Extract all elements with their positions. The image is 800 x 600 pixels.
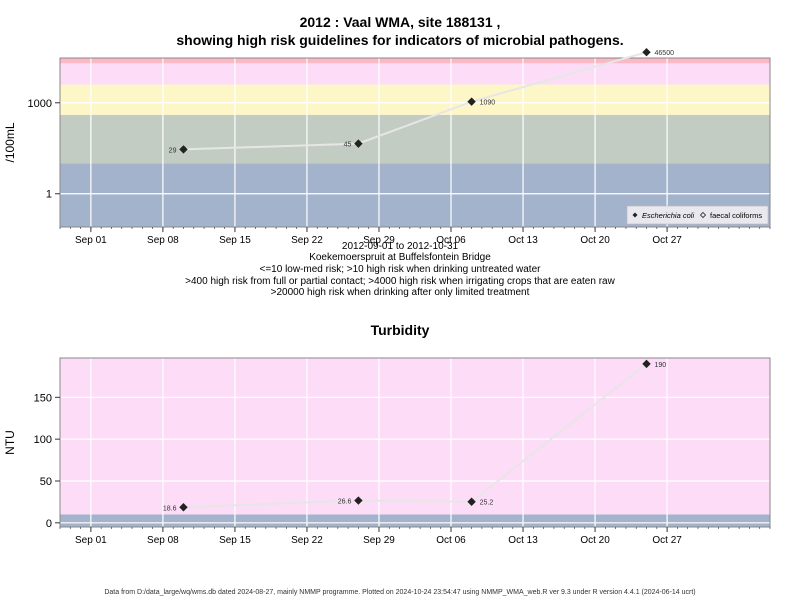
chart2-x-tick-label: Oct 20 [580, 535, 610, 546]
chart2-x-tick-label: Sep 22 [291, 535, 323, 546]
caption-line-5: >20000 high risk when drinking after onl… [270, 287, 530, 298]
chart1-x-tick-label: Oct 06 [436, 235, 466, 246]
chart1-y-tick-label: 1000 [28, 98, 52, 110]
chart2-risk-band [60, 514, 770, 527]
chart2-data-label: 18.6 [163, 505, 177, 512]
chart1-y-tick-label: 1 [46, 189, 52, 201]
chart2-series-line [183, 363, 648, 509]
chart1-title: 2012 : Vaal WMA, site 188131 , [299, 14, 501, 30]
chart2-x-tick-label: Sep 29 [363, 535, 395, 546]
chart2-data-label: 190 [655, 362, 667, 369]
chart2-x-tick-label: Sep 15 [219, 535, 251, 546]
chart1-plot-frame [59, 57, 771, 228]
caption-line-1: 2012-09-01 to 2012-10-31 [341, 241, 459, 252]
chart1-data-label: 1090 [480, 100, 496, 107]
chart1-x-tick-label: Oct 20 [580, 235, 610, 246]
pathogen-chart: Sep 01 Sep 08 Sep 15 Sep 22 Sep 29 Oct 06 Oct … [3, 48, 771, 246]
caption-line-4: >400 high risk from full or partial cont… [185, 276, 615, 287]
chart2-y-tick-label: 0 [46, 518, 52, 530]
chart2-data-point [467, 497, 476, 506]
legend-marker-ecoli [632, 212, 638, 218]
chart2-x-tick-label: Oct 27 [652, 535, 682, 546]
legend-label-ecoli: Escherichia coli [642, 211, 694, 220]
chart2-y-tick-label: 50 [40, 476, 52, 488]
legend-label-faecal: faecal coliforms [710, 211, 762, 220]
footer-note: Data from D:/data_large/wq/wms.db dated … [104, 589, 696, 596]
chart2-data-label: 26.6 [338, 499, 352, 506]
chart1-data-point [642, 48, 651, 57]
chart1-subtitle: showing high risk guidelines for indicat… [176, 32, 624, 48]
chart2-x-tick-label: Sep 01 [75, 535, 107, 546]
chart1-x-tick-label: Sep 01 [75, 235, 107, 246]
chart2-plot-frame [59, 357, 771, 528]
chart2-y-tick-label: 150 [34, 392, 52, 404]
chart2-data-label: 25.2 [480, 500, 494, 507]
chart1-data-point [354, 139, 363, 148]
chart1-data-label: 45 [344, 142, 352, 149]
chart1-x-tick-label: Oct 27 [652, 235, 682, 246]
chart2-y-axis-label: NTU [3, 430, 17, 455]
chart2-x-tick-label: Oct 06 [436, 535, 466, 546]
chart1-x-tick-label: Sep 22 [291, 235, 323, 246]
chart1-series-line [183, 51, 647, 151]
chart2-risk-band [60, 358, 770, 515]
chart1-data-point [467, 97, 476, 106]
chart1-risk-band [60, 63, 770, 85]
chart2-title: Turbidity [370, 322, 430, 338]
chart1-y-axis-label: /100mL [3, 122, 17, 162]
chart2-x-tick-label: Sep 08 [147, 535, 179, 546]
chart1-risk-band [60, 58, 770, 64]
chart1-data-label: 46500 [655, 50, 675, 57]
chart1-x-tick-label: Sep 08 [147, 235, 179, 246]
chart1-risk-band [60, 84, 770, 115]
legend-marker-faecal [699, 211, 707, 219]
chart2-x-tick-label: Oct 13 [508, 535, 538, 546]
chart2-data-point [179, 503, 188, 512]
chart1-x-tick-label: Oct 13 [508, 235, 538, 246]
chart1-x-tick-label: Sep 15 [219, 235, 251, 246]
legend-box [626, 205, 769, 225]
chart2-data-point [642, 359, 651, 369]
caption-line-3: <=10 low-med risk; >10 high risk when dr… [259, 264, 541, 275]
caption-line-2: Koekemoerspruit at Buffelsfontein Bridge [309, 252, 491, 263]
chart1-x-tick-label: Sep 29 [363, 235, 395, 246]
chart2-y-tick-label: 100 [34, 434, 52, 446]
chart1-data-label: 29 [169, 147, 177, 154]
chart1-data-point [179, 145, 188, 154]
chart2-data-point [354, 496, 363, 505]
